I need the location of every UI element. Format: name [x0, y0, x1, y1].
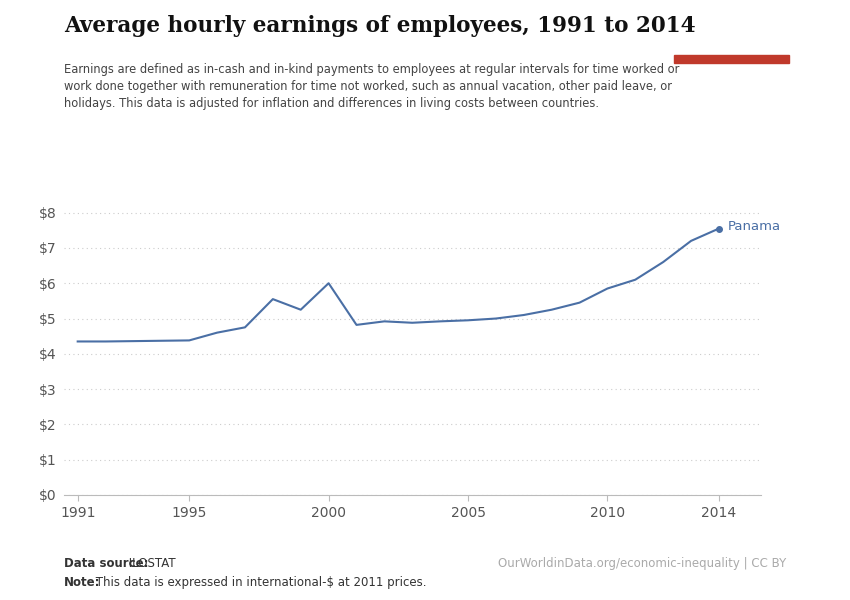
Text: This data is expressed in international-$ at 2011 prices.: This data is expressed in international-…: [92, 576, 427, 589]
Text: Average hourly earnings of employees, 1991 to 2014: Average hourly earnings of employees, 19…: [64, 15, 695, 37]
Text: Our World: Our World: [698, 16, 765, 29]
Text: in Data: in Data: [707, 33, 756, 46]
Text: OurWorldinData.org/economic-inequality | CC BY: OurWorldinData.org/economic-inequality |…: [498, 557, 786, 570]
Text: Panama: Panama: [728, 220, 780, 233]
Bar: [674, 55, 789, 63]
Text: Earnings are defined as in-cash and in-kind payments to employees at regular int: Earnings are defined as in-cash and in-k…: [64, 63, 679, 110]
Text: ILOSTAT: ILOSTAT: [125, 557, 176, 570]
Text: Data source:: Data source:: [64, 557, 148, 570]
Text: Note:: Note:: [64, 576, 100, 589]
